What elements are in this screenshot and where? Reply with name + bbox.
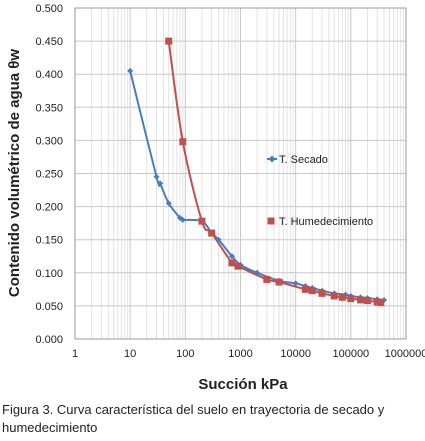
- y-tick-label: 0.350: [35, 102, 63, 114]
- point-secado: [157, 180, 164, 187]
- plot-area: [74, 7, 407, 340]
- y-tick-label: 0.000: [35, 334, 63, 346]
- x-tick-label: 1000: [228, 348, 252, 360]
- y-tick-label: 0.500: [35, 3, 63, 15]
- y-tick-label: 0.250: [35, 169, 63, 181]
- x-axis-label: Succión kPa: [198, 376, 288, 393]
- point-humedecimiento: [179, 138, 187, 146]
- point-humedecimiento: [377, 299, 385, 307]
- point-humedecimiento: [357, 296, 365, 304]
- x-tick-label: 1000000: [385, 348, 425, 360]
- figure-caption: Figura 3. Curva característica del suelo…: [2, 402, 385, 435]
- y-tick-label: 0.100: [35, 268, 63, 280]
- point-humedecimiento: [165, 37, 173, 45]
- point-humedecimiento: [330, 292, 338, 300]
- point-secado: [127, 67, 134, 74]
- y-tick-label: 0.300: [35, 135, 63, 147]
- y-axis-label: Contenido volumétrico de agua θw: [6, 49, 23, 297]
- grid: [74, 7, 407, 340]
- legend-secado-marker: [268, 155, 276, 163]
- x-tick-label: 100: [176, 348, 194, 360]
- legend: T. Secado T. Humedecimiento: [267, 154, 373, 228]
- legend-secado-label: T. Secado: [279, 154, 328, 166]
- point-secado: [179, 216, 186, 223]
- x-tick-label: 10000: [280, 348, 311, 360]
- y-tick-label: 0.450: [35, 36, 63, 48]
- y-tick-label: 0.150: [35, 235, 63, 247]
- point-humedecimiento: [263, 275, 271, 283]
- point-secado: [228, 253, 235, 260]
- series-line-humedecimiento: [167, 40, 382, 304]
- point-secado: [215, 236, 222, 243]
- point-humedecimiento: [208, 229, 216, 237]
- point-humedecimiento: [234, 262, 242, 270]
- point-humedecimiento: [363, 297, 371, 305]
- y-tick-label: 0.200: [35, 202, 63, 214]
- y-tick-label: 0.050: [35, 301, 63, 313]
- point-secado: [292, 280, 299, 287]
- point-humedecimiento: [318, 289, 326, 297]
- series-layer: [127, 37, 388, 307]
- legend-humedecimiento-marker: [267, 217, 275, 225]
- point-humedecimiento: [301, 285, 309, 293]
- point-humedecimiento: [347, 295, 355, 303]
- x-tick-label: 10: [124, 348, 136, 360]
- point-secado: [165, 200, 172, 207]
- point-humedecimiento: [373, 298, 381, 306]
- axes: 0.000 0.050 0.100 0.150 0.200 0.250 0.300 0.350…: [35, 3, 425, 360]
- point-secado: [254, 269, 261, 276]
- y-tick-label: 0.400: [35, 69, 63, 81]
- point-humedecimiento: [198, 217, 206, 225]
- point-humedecimiento: [338, 293, 346, 301]
- legend-humedecimiento-label: T. Humedecimiento: [279, 216, 373, 228]
- x-tick-label: 1: [72, 348, 78, 360]
- y-axis-label-text: Contenido volumétrico de agua θw: [6, 49, 23, 297]
- x-tick-label: 100000: [332, 348, 369, 360]
- point-humedecimiento: [275, 278, 283, 286]
- point-secado: [153, 173, 160, 180]
- chart: 0.000 0.050 0.100 0.150 0.200 0.250 0.300 0.350…: [6, 3, 425, 393]
- point-humedecimiento: [228, 259, 236, 267]
- point-humedecimiento: [308, 287, 316, 295]
